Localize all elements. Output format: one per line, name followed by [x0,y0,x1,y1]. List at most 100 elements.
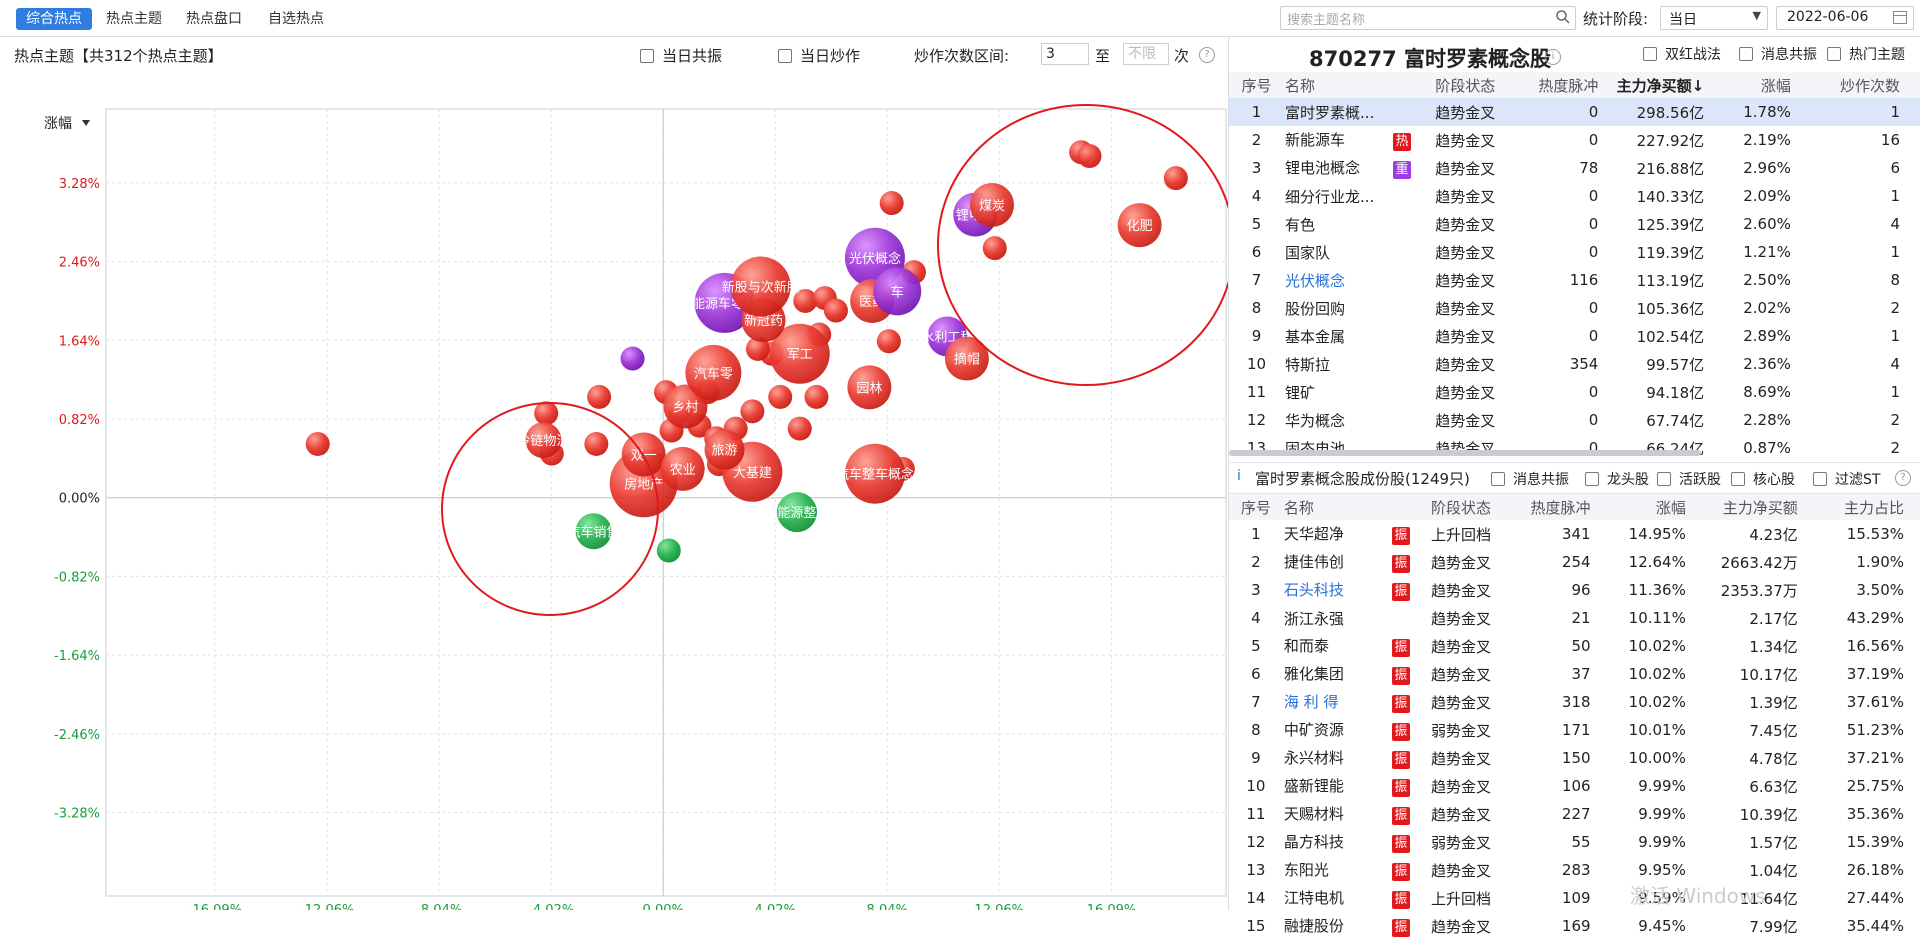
checkbox-box[interactable] [640,48,654,63]
row-name[interactable]: 雅化集团 [1283,665,1344,683]
sub-news-checkbox[interactable]: 消息共振 [1491,469,1569,489]
help-icon[interactable]: ? [1199,47,1215,63]
dual-red-checkbox[interactable]: 双红战法 [1643,44,1721,64]
row-name[interactable]: 江特电机 [1283,889,1344,907]
table-row[interactable]: 13 东阳光 振 趋势金叉 283 9.95% 1.04亿 26.18% [1229,856,1920,884]
search-icon[interactable] [1555,9,1571,25]
row-name[interactable]: 永兴材料 [1283,749,1344,767]
table-row[interactable]: 15 融捷股份 振 趋势金叉 169 9.45% 7.99亿 35.44% [1229,912,1920,940]
table-row[interactable]: 1 天华超净 振 上升回档 341 14.95% 4.23亿 15.53% [1229,520,1920,548]
daily-hype-checkbox[interactable]: 当日炒作 [778,45,860,66]
daily-resonance-checkbox[interactable]: 当日共振 [640,45,722,66]
row-name[interactable]: 和而泰 [1283,637,1329,655]
topic-search-input[interactable]: 搜索主题名称 [1280,6,1576,30]
table-row[interactable]: 10 特斯拉 趋势金叉 354 99.57亿 2.36% 4 [1229,350,1920,378]
horizontal-scrollbar[interactable] [1229,450,1701,456]
calendar-icon[interactable] [1893,11,1907,24]
topic-bubble[interactable] [656,538,681,563]
col-net-buy[interactable]: 主力净买额 [1686,494,1799,520]
col-change[interactable]: 涨幅 [1591,494,1687,520]
table-row[interactable]: 11 天赐材料 振 趋势金叉 227 9.99% 10.39亿 35.36% [1229,800,1920,828]
topic-bubble[interactable] [1117,203,1162,248]
topic-bubble[interactable] [969,182,1014,227]
topic-bubble[interactable] [740,399,765,424]
table-row[interactable]: 3 石头科技 振 趋势金叉 96 11.36% 2353.37万 3.50% [1229,576,1920,604]
table-row[interactable]: 10 盛新锂能 振 趋势金叉 106 9.99% 6.63亿 25.75% [1229,772,1920,800]
table-row[interactable]: 8 中矿资源 振 弱势金叉 171 10.01% 7.45亿 51.23% [1229,716,1920,744]
tab-hot-topics[interactable]: 热点主题 [106,11,162,27]
row-name[interactable]: 中矿资源 [1283,721,1344,739]
topic-bubble[interactable] [305,431,330,456]
table-row[interactable]: 12 华为概念 趋势金叉 0 67.74亿 2.28% 2 [1229,406,1920,434]
col-state[interactable]: 阶段状态 [1429,494,1515,520]
stat-period-select[interactable]: 当日 ▼ [1660,6,1768,30]
checkbox-box[interactable] [1813,472,1827,486]
topic-bubble[interactable] [660,446,705,491]
topic-bubble[interactable] [982,236,1007,261]
info-icon[interactable]: i [1545,49,1561,65]
table-row[interactable]: 9 永兴材料 振 趋势金叉 150 10.00% 4.78亿 37.21% [1229,744,1920,772]
row-name[interactable]: 基本金属 [1285,327,1346,346]
date-picker[interactable]: 2022-06-06 [1776,6,1914,30]
topic-bubble[interactable] [663,384,708,429]
topic-bubble[interactable] [823,298,848,323]
tab-custom-hot[interactable]: 自选热点 [268,11,324,27]
topic-bubble[interactable] [768,384,793,409]
table-row[interactable]: 7 海 利 得 振 趋势金叉 318 10.02% 1.39亿 37.61% [1229,688,1920,716]
checkbox-box[interactable] [1731,472,1745,486]
topic-bubble[interactable] [776,492,817,533]
news-resonance-checkbox[interactable]: 消息共振 [1739,44,1817,64]
row-name[interactable]: 有色 [1285,215,1316,234]
row-name[interactable]: 融捷股份 [1283,917,1344,935]
col-state[interactable]: 阶段状态 [1434,72,1522,98]
leader-stock-checkbox[interactable]: 龙头股 [1585,469,1649,489]
topic-bubble[interactable] [587,384,612,409]
table-row[interactable]: 1 富时罗素概... 趋势金叉 0 298.56亿 1.78% 1 [1229,98,1920,126]
row-name[interactable]: 海 利 得 [1283,693,1339,711]
col-heat[interactable]: 热度脉冲 [1521,72,1600,98]
active-stock-checkbox[interactable]: 活跃股 [1657,469,1721,489]
topic-bubble[interactable] [704,429,745,470]
topic-bubble[interactable] [944,336,989,381]
col-times[interactable]: 炒作次数 [1791,72,1920,98]
table-row[interactable]: 8 股份回购 趋势金叉 0 105.36亿 2.02% 2 [1229,294,1920,322]
checkbox-box[interactable] [1491,472,1505,486]
row-name[interactable]: 锂电池概念 [1285,159,1361,177]
range-from-input[interactable]: 3 [1041,43,1089,65]
topic-bubble[interactable] [793,288,818,313]
row-name[interactable]: 特斯拉 [1285,355,1331,374]
topic-bubble[interactable] [804,384,829,409]
col-net-buy[interactable]: 主力净买额↓ [1599,72,1706,98]
checkbox-box[interactable] [1585,472,1599,486]
col-ratio[interactable]: 主力占比 [1798,494,1920,520]
table-row[interactable]: 3 锂电池概念 重 趋势金叉 78 216.88亿 2.96% 6 [1229,154,1920,182]
table-row[interactable]: 11 锂矿 趋势金叉 0 94.18亿 8.69% 1 [1229,378,1920,406]
range-to-input[interactable]: 不限 [1123,43,1169,65]
table-row[interactable]: 7 光伏概念 趋势金叉 116 113.19亿 2.50% 8 [1229,266,1920,294]
col-name[interactable]: 名称 [1284,72,1435,98]
row-name[interactable]: 国家队 [1285,243,1331,262]
col-heat[interactable]: 热度脉冲 [1514,494,1592,520]
row-name[interactable]: 捷佳伟创 [1283,553,1344,571]
topic-bubble[interactable] [769,323,830,384]
topic-bubble[interactable] [534,401,559,426]
row-name[interactable]: 新能源车 [1285,131,1346,149]
row-name[interactable]: 东阳光 [1283,861,1329,879]
filter-st-checkbox[interactable]: 过滤ST [1813,469,1880,489]
col-no[interactable]: 序号 [1229,72,1285,98]
hot-topic-checkbox[interactable]: 热门主题 [1827,44,1905,64]
col-change[interactable]: 涨幅 [1705,72,1792,98]
row-name[interactable]: 华为概念 [1285,411,1346,430]
help-icon[interactable]: ? [1895,470,1911,486]
row-name[interactable]: 石头科技 [1283,581,1344,599]
table-row[interactable]: 14 江特电机 振 上升回档 109 9.59% 11.64亿 27.44% [1229,884,1920,912]
row-name[interactable]: 天赐材料 [1283,805,1344,823]
topic-bubble[interactable] [620,346,645,371]
checkbox-box[interactable] [1739,47,1753,61]
topic-bubble[interactable] [730,256,791,317]
topic-bubble[interactable] [1077,144,1102,169]
topic-bubble[interactable] [844,443,905,504]
topic-bubble[interactable] [685,344,742,401]
row-name[interactable]: 细分行业龙... [1285,187,1375,206]
topic-bubble[interactable] [787,416,812,441]
